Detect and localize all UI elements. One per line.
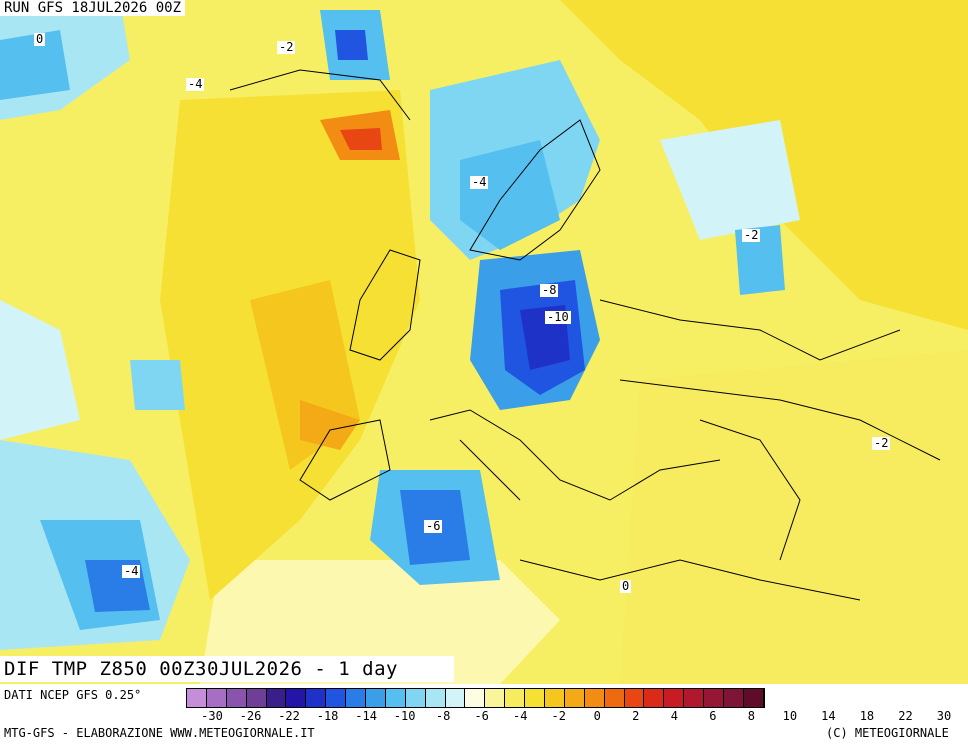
colorbar-swatch [505,689,526,707]
colorbar-tick-label: -6 [474,709,489,723]
temperature-anomaly-map: RUN GFS 18JUL2026 00Z 0 -2 -4 -4 -6 -8 -… [0,0,968,684]
contour-label: 0 [34,32,46,46]
colorbar-swatch [485,689,506,707]
colorbar-tick-label: -2 [551,709,566,723]
colorbar-swatch [346,689,367,707]
colorbar-swatch [425,689,446,707]
colorbar-swatch [187,689,207,707]
contour-label: -2 [872,436,891,450]
colorbar [186,688,765,708]
colorbar-swatch [366,689,386,707]
colorbar-tick-label: -18 [316,709,339,723]
colorbar-swatch [226,689,247,707]
colorbar-tick-label: 8 [747,709,755,723]
colorbar-swatch [545,689,565,707]
contour-label: -4 [122,564,141,578]
colorbar-tick-label: -8 [435,709,451,723]
contour-label: -10 [545,310,571,324]
colorbar-tick-label: -14 [355,709,377,723]
colorbar-swatch [306,689,327,707]
colorbar-tick-label: 10 [782,709,798,723]
colorbar-swatch [604,689,625,707]
colorbar-swatch [385,689,406,707]
credits: MTG-GFS - ELABORAZIONE WWW.METEOGIORNALE… [4,726,315,740]
colorbar-tick-label: -22 [278,709,300,723]
contour-label: -4 [470,175,489,189]
colorbar-swatch [246,689,267,707]
contour-label: 0 [620,579,632,593]
colorbar-swatch [743,689,764,707]
colorbar-tick-label: -30 [201,709,223,723]
run-title: RUN GFS 18JUL2026 00Z [0,0,186,16]
colorbar-swatch [405,689,426,707]
colorbar-tick-label: 2 [632,709,640,723]
contour-label: -8 [540,283,559,297]
colorbar-tick-label: -4 [512,709,528,723]
colorbar-swatch [525,689,546,707]
colorbar-swatch [286,689,307,707]
colorbar-tick-label: 30 [936,709,952,723]
colorbar-tick-label: 14 [821,709,836,723]
colorbar-tick-label: -10 [393,709,416,723]
colorbar-swatch [664,689,685,707]
map-field-layer [0,0,968,684]
colorbar-tick-label: 18 [859,709,875,723]
colorbar-tick-label: 4 [670,709,678,723]
colorbar-swatch [266,689,287,707]
colorbar-swatch [465,689,486,707]
colorbar-swatch [584,689,605,707]
colorbar-tick-label: 6 [709,709,717,723]
colorbar-tick-label: 22 [898,709,913,723]
copyright: (C) METEOGIORNALE [826,726,949,740]
colorbar-swatch [724,689,744,707]
map-title: DIF TMP Z850 00Z30JUL2026 - 1 day [0,656,454,682]
contour-label: -2 [742,228,761,242]
colorbar-swatch [326,689,347,707]
colorbar-tick-label: -26 [239,709,262,723]
colorbar-swatch [445,689,466,707]
colorbar-swatch [206,689,227,707]
contour-label: -2 [277,40,296,54]
colorbar-swatch [644,689,665,707]
colorbar-swatch [564,689,585,707]
contour-label: -6 [424,519,443,533]
contour-label: -4 [186,77,205,91]
colorbar-swatch [624,689,645,707]
colorbar-swatch [704,689,725,707]
data-source: DATI NCEP GFS 0.25° [4,688,142,702]
colorbar-tick-label: 0 [593,709,601,723]
colorbar-swatch [684,689,705,707]
